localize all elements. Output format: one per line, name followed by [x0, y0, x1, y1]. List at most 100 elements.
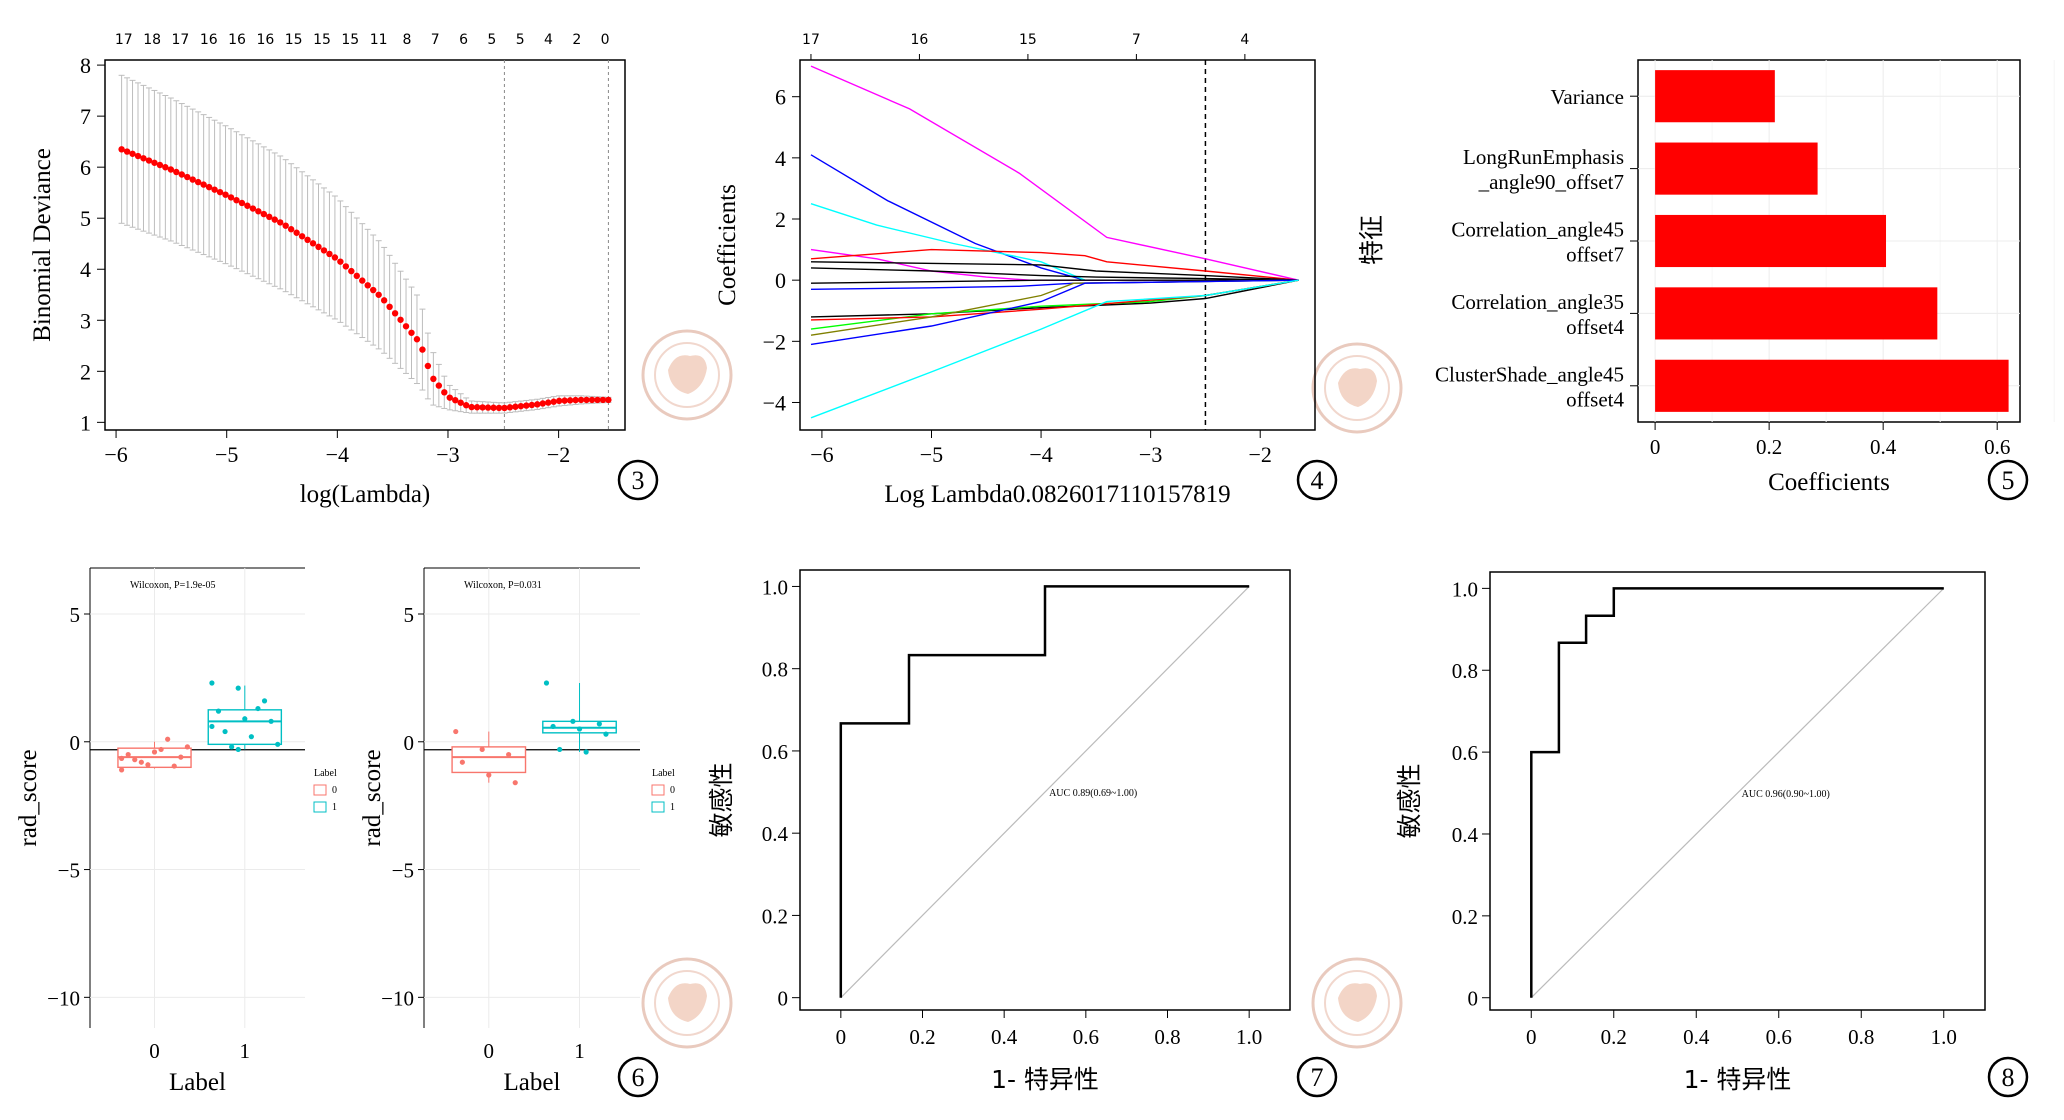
coef-path-line — [810, 279, 1299, 419]
x-tick-label: 0 — [836, 1025, 847, 1049]
box-body — [207, 709, 283, 746]
data-point — [145, 762, 151, 768]
deviance-point — [233, 196, 240, 204]
data-point — [550, 723, 556, 730]
coef-path-line — [810, 267, 1299, 281]
deviance-point — [326, 250, 333, 258]
x-tick-label: 1.0 — [1931, 1025, 1957, 1049]
data-point — [486, 772, 492, 778]
x-tick-label: 0.4 — [991, 1025, 1018, 1049]
deviance-point — [370, 286, 377, 294]
y-tick-label: 0.2 — [1452, 905, 1478, 929]
data-point — [132, 757, 138, 763]
y-tick-label: −10 — [47, 986, 80, 1010]
deviance-point — [249, 205, 257, 212]
deviance-point — [495, 404, 503, 412]
deviance-point — [490, 404, 497, 411]
deviance-point — [184, 173, 191, 181]
data-point — [506, 751, 512, 758]
x-tick-label: 0.6 — [1984, 435, 2010, 459]
data-point — [479, 746, 485, 753]
coef-path-line — [810, 279, 1299, 330]
data-point — [268, 718, 274, 724]
deviance-point — [151, 159, 158, 166]
x-axis-title: Label — [169, 1069, 226, 1096]
y-axis-title: 敏感性 — [707, 762, 736, 837]
y-tick-label: −5 — [58, 859, 80, 883]
deviance-point — [194, 178, 202, 186]
panel-mark-4: 4 — [1296, 459, 1338, 501]
top-axis-label: 15 — [313, 32, 331, 48]
top-axis-label: 7 — [1132, 32, 1141, 48]
top-axis-label: 16 — [256, 32, 274, 48]
x-tick-label: 1 — [574, 1039, 585, 1063]
y-tick-label: −10 — [381, 986, 414, 1010]
y-tick-label: 0.8 — [1452, 659, 1478, 683]
deviance-point — [506, 404, 514, 411]
deviance-point — [572, 396, 579, 404]
x-tick-label: 0 — [149, 1039, 160, 1063]
deviance-point — [534, 401, 541, 408]
data-point — [596, 721, 602, 727]
y-tick-label: 2 — [80, 359, 91, 384]
deviance-point — [555, 397, 563, 405]
deviance-point — [337, 258, 344, 265]
y-axis-title: rad_score — [15, 749, 42, 846]
deviance-point — [244, 202, 251, 209]
data-point — [125, 751, 131, 758]
deviance-point — [331, 254, 339, 261]
x-axis-title: Log Lambda0.0826017110157819 — [884, 481, 1230, 508]
data-point — [255, 705, 261, 712]
deviance-point — [123, 148, 131, 155]
data-point — [119, 755, 125, 761]
deviance-point — [523, 402, 530, 409]
deviance-point — [178, 171, 185, 178]
deviance-point — [435, 382, 443, 389]
panel-mark-7-label: 7 — [1311, 1063, 1324, 1092]
top-axis-label: 15 — [285, 32, 303, 48]
coef-path-line — [810, 279, 1299, 346]
top-axis-label: 17 — [115, 32, 133, 48]
deviance-point — [561, 397, 568, 404]
deviance-point — [353, 272, 360, 280]
y-tick-label: 0.8 — [762, 658, 788, 682]
top-axis-label: 2 — [572, 32, 581, 48]
box-body — [451, 746, 527, 774]
feature-label: Correlation_angle35 — [1451, 290, 1624, 314]
deviance-point — [260, 210, 268, 218]
panel-mark-6-label: 6 — [632, 1063, 645, 1092]
feature-label: Correlation_angle45 — [1451, 218, 1624, 242]
x-axis-title: 1- 特异性 — [991, 1065, 1099, 1094]
y-tick-label: 1 — [80, 410, 91, 435]
deviance-point — [484, 404, 492, 411]
deviance-point — [479, 404, 486, 411]
data-point — [178, 754, 184, 760]
legend-key — [651, 784, 665, 796]
x-tick-label: 0.8 — [1154, 1025, 1180, 1049]
y-tick-label: 0 — [778, 987, 789, 1011]
y-tick-label: 5 — [80, 206, 91, 231]
deviance-point — [309, 240, 317, 247]
deviance-point — [397, 316, 404, 323]
deviance-point — [145, 157, 153, 164]
y-tick-label: 0.2 — [762, 904, 788, 928]
plot-bg — [90, 568, 305, 1028]
feature-label: offset7 — [1566, 243, 1624, 267]
data-point — [248, 734, 254, 740]
panel-mark-3-label: 3 — [632, 466, 645, 495]
panel-mark-8: 8 — [1987, 1056, 2029, 1098]
deviance-point — [446, 394, 453, 401]
x-tick-label: 0.2 — [1756, 435, 1782, 459]
y-tick-label: 1.0 — [762, 575, 788, 599]
top-axis-label: 17 — [802, 32, 820, 48]
deviance-point — [386, 303, 393, 311]
plot-frame — [799, 569, 1291, 1011]
deviance-point — [359, 277, 366, 284]
deviance-point — [599, 396, 607, 404]
deviance-point — [118, 146, 125, 153]
top-axis-label: 6 — [459, 32, 468, 48]
y-tick-label: 5 — [404, 603, 415, 627]
deviance-point — [238, 199, 246, 207]
deviance-point — [287, 226, 295, 233]
